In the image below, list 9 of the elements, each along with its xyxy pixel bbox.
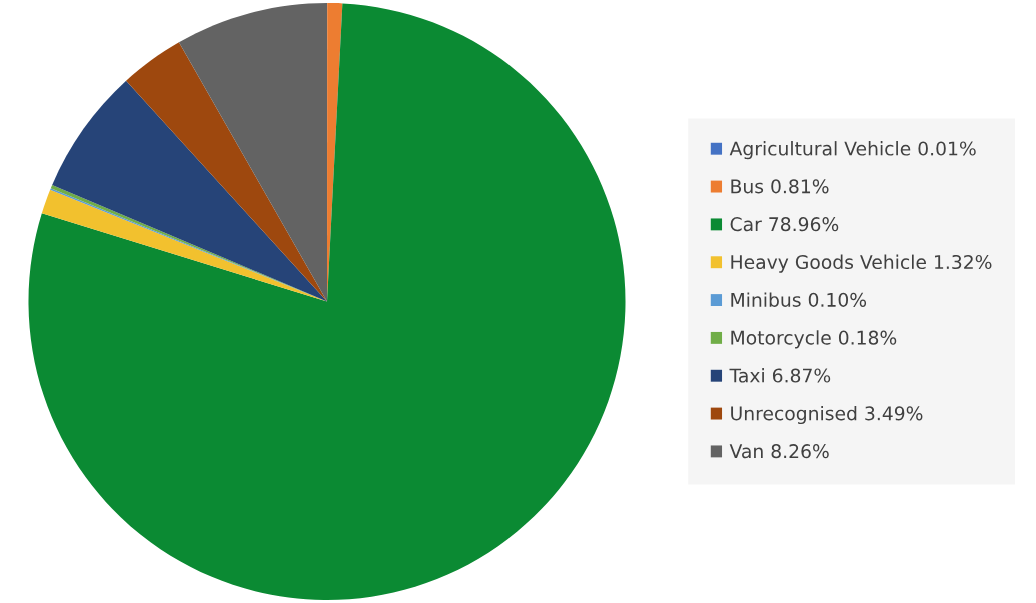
- legend-label: Agricultural Vehicle 0.01%: [729, 141, 976, 160]
- legend-label: Motorcycle 0.18%: [731, 330, 897, 349]
- legend-label: Unrecognised 3.49%: [731, 405, 923, 425]
- legend-label: Bus 0.81%: [731, 179, 829, 194]
- legend-label: Minibus 0.10%: [731, 292, 867, 307]
- legend-label: Van 8.26%: [729, 444, 829, 459]
- legend-label: Taxi 6.87%: [729, 368, 831, 383]
- legend-label: Heavy Goods Vehicle 1.32%: [731, 254, 992, 273]
- legend-label: Car 78.96%: [730, 217, 839, 232]
